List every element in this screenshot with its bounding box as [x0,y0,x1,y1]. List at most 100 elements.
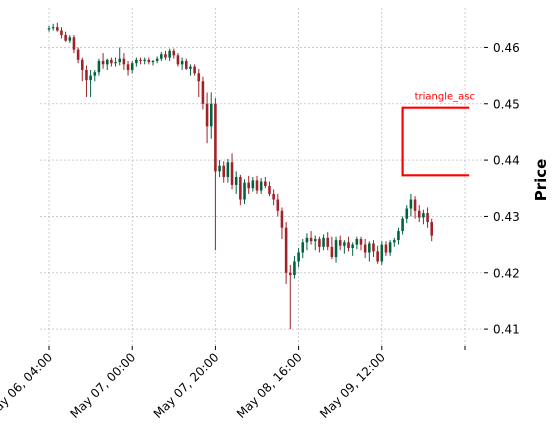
candle-body [243,182,246,200]
candle-body [226,162,230,177]
x-axis: May 06, 04:00 May 07, 00:00 May 07, 20:00 M… [0,346,466,421]
candle-body [64,35,67,41]
candle-body [338,240,342,246]
candle-body [297,252,300,262]
candle-body [343,242,346,246]
candle-body [413,199,417,211]
pattern-label: triangle_asc [415,92,475,103]
candle-body [255,180,259,191]
x-tick-label: May 09, 12:00 [317,350,388,421]
candle-body [51,27,55,29]
y-tick-label: 0.42 [493,266,520,280]
candle-body [405,208,409,219]
candle-body [280,210,284,228]
candle-body [318,238,321,247]
candle-body [172,50,176,56]
candle-body [264,181,267,187]
candle-body [97,60,101,73]
y-tick-label: 0.46 [493,41,520,55]
grid-lines [40,8,484,346]
candle-body [380,244,384,262]
candles-layer [47,22,434,330]
candle-body [105,59,109,65]
x-tick-label: May 08, 16:00 [234,350,305,421]
candle-body [359,238,363,245]
y-axis-title: Price [532,159,550,202]
candle-body [164,54,167,58]
candle-body [60,30,63,36]
candle-body [426,213,429,223]
candle-body [313,238,317,242]
candle-body [93,72,97,76]
candle-body [126,64,130,70]
candle-body [130,63,134,70]
candle-body [214,103,217,172]
candle-body [118,58,122,63]
y-tick-label: 0.44 [493,154,520,168]
candle-body [301,242,305,253]
candle-body [284,227,288,273]
candle-body [247,182,250,189]
candle-body [397,231,400,241]
candle-body [139,59,142,61]
candle-body [392,240,396,243]
candle-body [89,75,92,81]
candle-body [422,213,425,218]
candle-body [409,199,413,209]
candle-body [288,272,292,276]
candle-body [351,244,354,248]
candle-body [209,103,213,127]
candle-body [239,177,242,200]
candle-body [368,243,371,253]
candle-body [322,237,325,247]
candle-body [268,186,271,194]
candle-body [168,50,171,58]
candle-body [114,62,117,64]
candle-body [110,59,113,64]
candle-body [180,60,184,65]
x-tick-label: May 07, 20:00 [151,350,222,421]
candle-body [384,244,388,253]
candle-body [85,69,88,81]
candle-body [56,27,59,31]
candle-body [122,58,126,65]
candle-body [143,59,146,61]
candle-body [147,59,151,63]
candle-body [259,181,263,191]
candle-body [417,210,421,218]
candle-body [388,242,392,253]
candle-body [276,199,280,211]
candle-body [305,237,309,243]
pattern-bracket [401,106,470,177]
candle-body [176,55,180,65]
y-axis: 0.41 0.42 0.43 0.44 0.45 0.46 [484,41,520,337]
candle-body [189,66,192,69]
y-tick-label: 0.43 [493,210,520,224]
candle-body [334,240,338,257]
candle-body [309,237,313,242]
candle-body [76,49,80,60]
candle-body [47,28,51,30]
candle-body [272,193,275,200]
candle-body [330,246,334,257]
candle-body [151,60,155,63]
annotations-layer: triangle_asc [401,92,475,177]
candle-body [155,58,159,61]
candle-body [193,66,196,74]
candle-body [184,60,188,69]
candle-body [160,54,163,59]
candle-body [355,238,359,245]
candle-body [347,242,350,248]
x-tick-label: May 07, 00:00 [68,350,139,421]
candle-body [293,261,296,276]
candle-body [197,73,201,82]
y-tick-label: 0.45 [493,97,520,111]
candle-body [376,251,379,262]
candle-body [430,222,434,236]
candle-body [135,59,138,64]
candle-body [201,81,205,104]
candle-body [222,165,226,177]
x-tick-label: May 06, 04:00 [0,350,55,421]
candle-body [401,218,404,232]
candle-body [363,244,367,253]
